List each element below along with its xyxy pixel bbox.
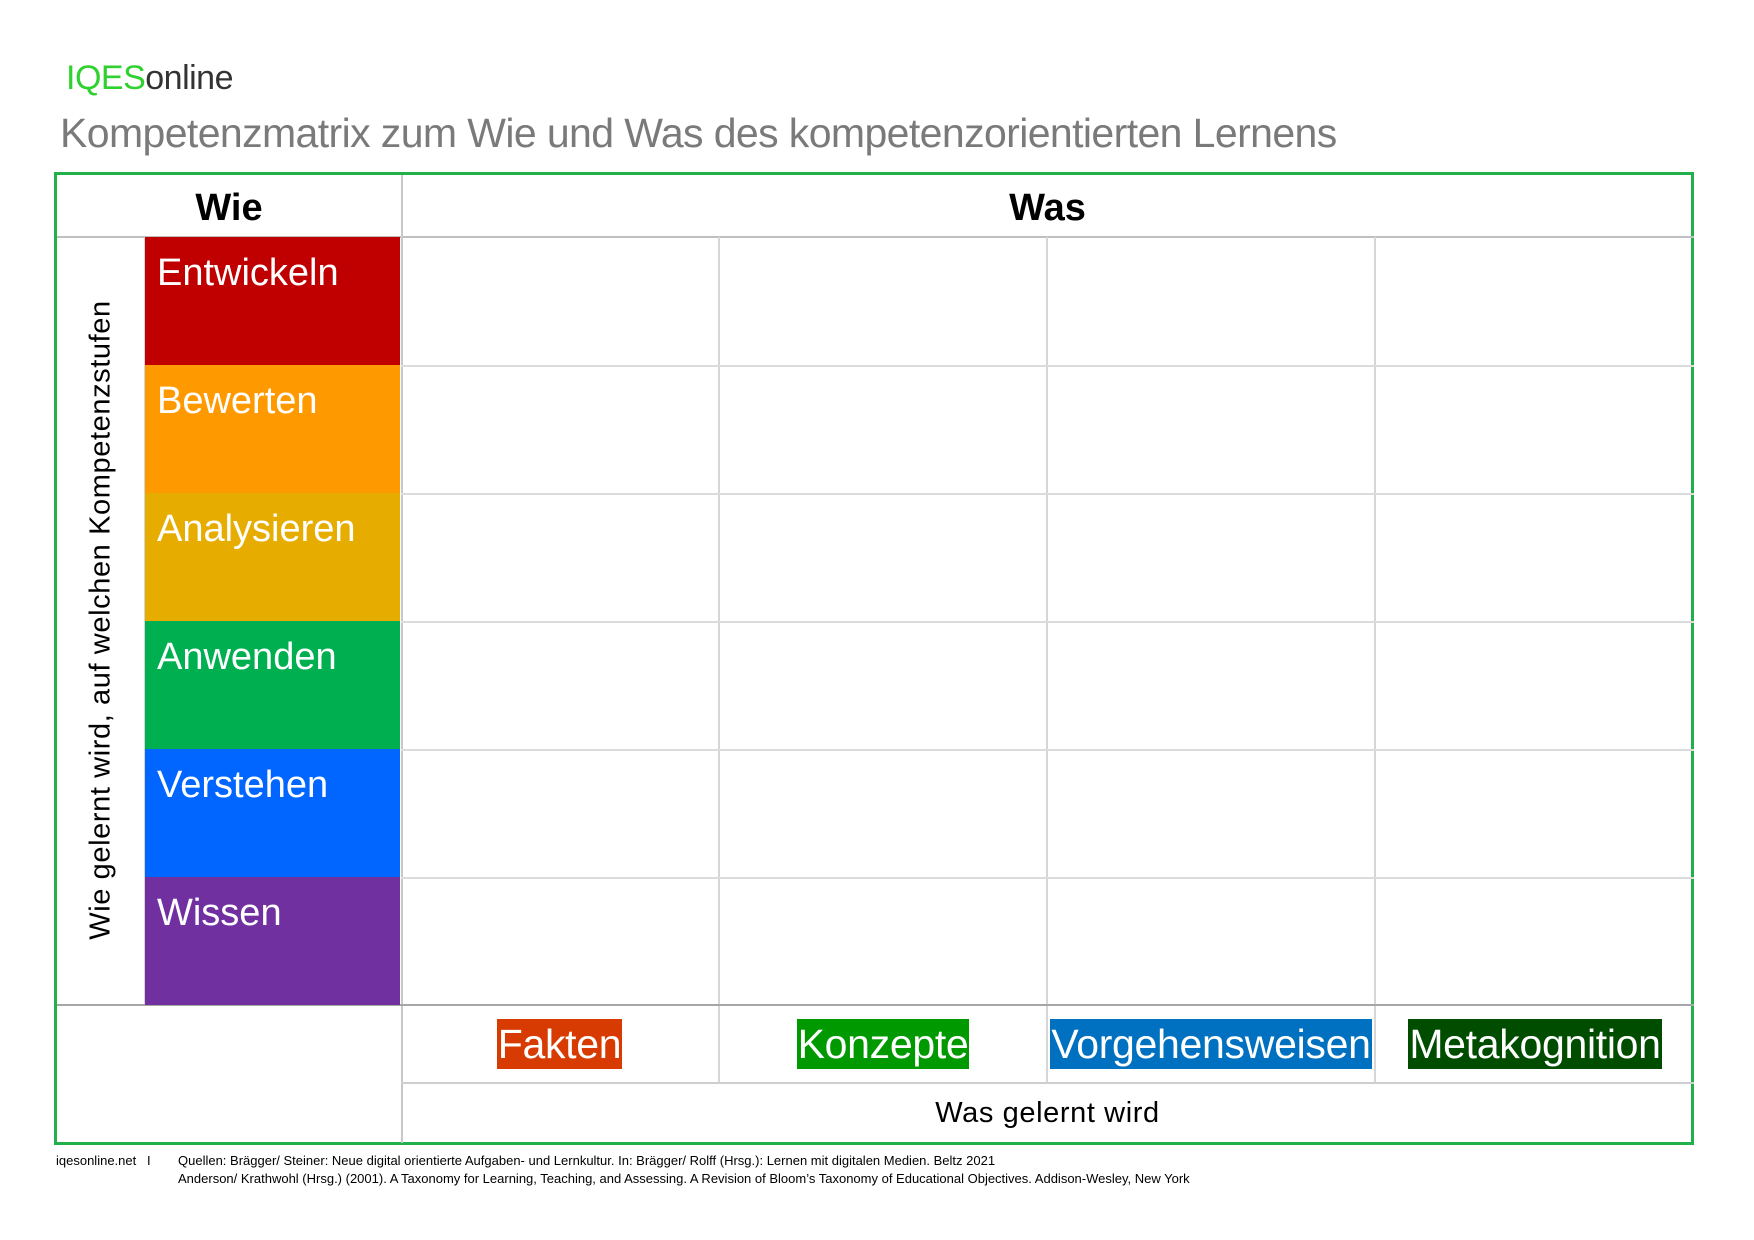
side-axis-label-text: Wie gelernt wird, auf welchen Kompetenzs… [84,300,117,940]
category-konzepte: Konzepte [796,1019,970,1069]
matrix-bottom-divider [57,1004,1694,1006]
footer-source-2: Anderson/ Krathwohl (Hrsg.) (2001). A Ta… [178,1171,1190,1186]
row-divider-5 [401,877,1694,879]
column-divider-1 [718,237,720,1083]
column-divider-2 [1046,237,1048,1083]
footer-source-1: Quellen: Brägger/ Steiner: Neue digital … [178,1153,996,1168]
category-cell-konzepte: Konzepte [720,1005,1046,1083]
level-anwenden: Anwenden [145,621,400,749]
iqes-logo: IQESonline [66,58,233,98]
wie-was-divider [401,175,403,1143]
competence-matrix: Wie Was Wie gelernt wird, auf welchen Ko… [54,172,1694,1145]
category-divider [401,1082,1694,1084]
footer-separator: I [147,1153,151,1168]
logo-text-iqes: IQES [66,59,146,97]
level-bewerten: Bewerten [145,365,400,493]
category-cell-metakognition: Metakognition [1376,1005,1694,1083]
logo-text-online: online [145,59,233,97]
column-divider-3 [1374,237,1376,1083]
level-verstehen: Verstehen [145,749,400,877]
level-entwickeln: Entwickeln [145,237,400,365]
header-wie: Wie [195,187,263,229]
row-divider-1 [401,365,1694,367]
header-was: Was [1009,187,1086,229]
category-cell-fakten: Fakten [401,1005,718,1083]
level-wissen: Wissen [145,877,400,1005]
category-fakten: Fakten [496,1019,623,1069]
footer-site: iqesonline.net [56,1153,137,1168]
level-analysieren: Analysieren [145,493,400,621]
page-title: Kompetenzmatrix zum Wie und Was des komp… [60,110,1337,156]
category-metakognition: Metakognition [1408,1019,1662,1069]
row-divider-3 [401,621,1694,623]
row-divider-2 [401,493,1694,495]
category-vorgehensweisen: Vorgehensweisen [1050,1019,1372,1069]
bottom-axis-label: Was gelernt wird [935,1097,1160,1129]
row-divider-4 [401,749,1694,751]
category-cell-vorgehensweisen: Vorgehensweisen [1048,1005,1374,1083]
side-axis-label: Wie gelernt wird, auf welchen Kompetenzs… [57,237,145,1004]
header-divider [57,236,1694,238]
